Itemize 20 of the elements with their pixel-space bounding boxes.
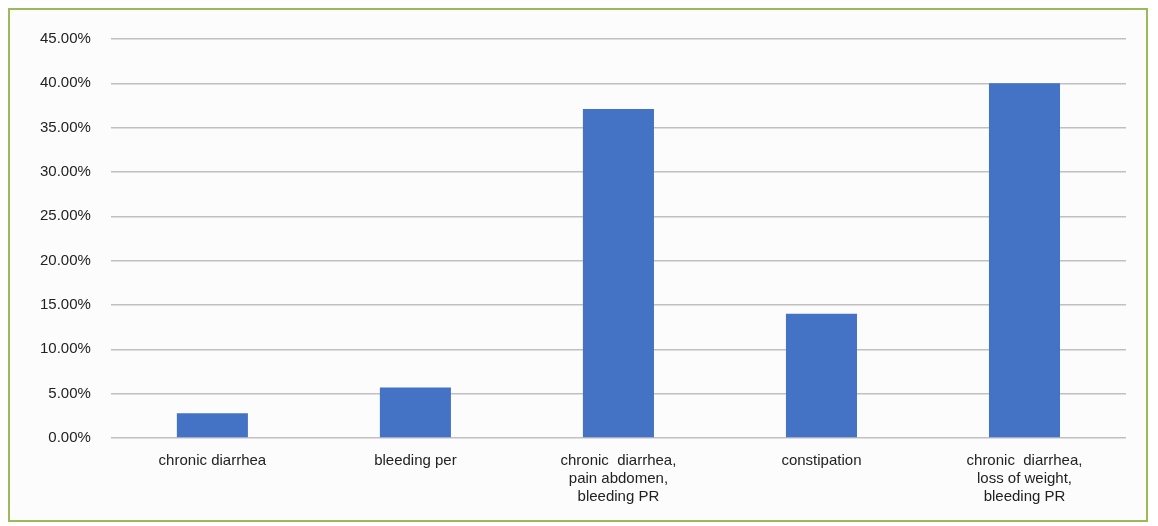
bar	[785, 313, 857, 438]
y-tick-label: 35.00%	[40, 117, 91, 135]
y-tick-label: 20.00%	[40, 250, 91, 268]
bar	[582, 109, 654, 438]
x-tick-label: chronic diarrhea, loss of weight, bleeding PR	[966, 451, 1083, 505]
x-tick-label: constipation	[781, 451, 862, 469]
y-tick-label: 25.00%	[40, 206, 91, 224]
y-tick-label: 0.00%	[48, 428, 91, 446]
x-tick-label: chronic diarrhea, pain abdomen, bleeding PR	[560, 451, 677, 505]
bar	[176, 413, 248, 438]
y-tick-label: 45.00%	[40, 29, 91, 47]
y-tick-label: 5.00%	[48, 383, 91, 401]
x-tick-label: chronic diarrhea	[158, 451, 267, 469]
y-tick-label: 15.00%	[40, 295, 91, 313]
y-tick-label: 30.00%	[40, 162, 91, 180]
bar	[988, 83, 1061, 438]
bar	[379, 387, 451, 438]
y-tick-label: 10.00%	[40, 339, 91, 357]
x-tick-label: bleeding per	[374, 451, 457, 469]
y-tick-label: 40.00%	[40, 73, 91, 91]
